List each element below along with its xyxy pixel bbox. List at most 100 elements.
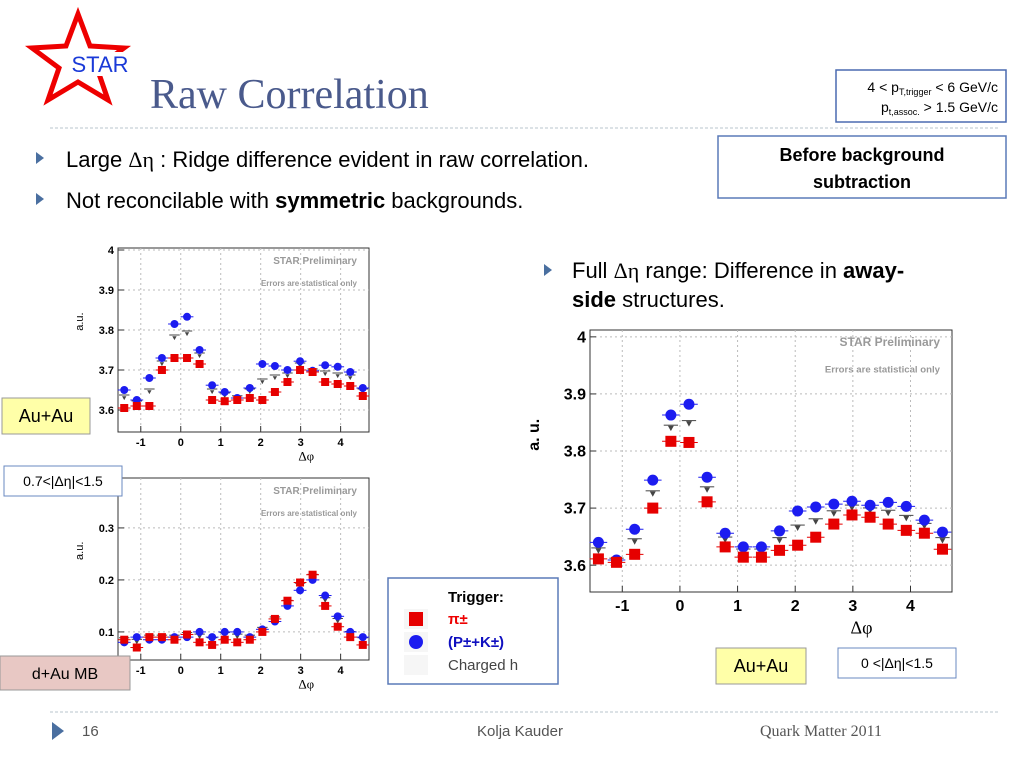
y-tick-label: 4 xyxy=(577,329,586,346)
label-box xyxy=(1,397,91,435)
kinematics-box xyxy=(835,69,1007,123)
k: p xyxy=(881,99,889,115)
point xyxy=(939,538,946,544)
point xyxy=(235,635,240,640)
kinematics-line: 4 < pT,trigger < 6 GeV/c xyxy=(867,79,998,97)
point xyxy=(903,515,910,522)
errors-note: Errors are statistical only xyxy=(261,279,358,288)
point xyxy=(296,357,305,366)
y-tick-label: 3.6 xyxy=(99,405,114,417)
point xyxy=(683,436,695,448)
point xyxy=(134,640,139,645)
logo-box xyxy=(62,52,136,76)
point xyxy=(335,374,340,379)
point xyxy=(145,633,154,642)
point xyxy=(258,627,267,636)
legend-label: π± xyxy=(448,611,468,628)
label: d+Au MB xyxy=(32,666,98,683)
point xyxy=(220,388,229,396)
y-tick-label: 0.2 xyxy=(99,575,114,587)
point xyxy=(792,539,804,551)
slide-title: Raw Correlation xyxy=(150,72,429,118)
point xyxy=(592,536,604,548)
y-tick-label: 3.8 xyxy=(564,444,586,461)
point xyxy=(147,390,152,395)
point xyxy=(667,425,674,432)
k-sub: T,trigger xyxy=(899,87,932,97)
point xyxy=(900,500,912,512)
bullet: Not reconcilable with symmetric backgrou… xyxy=(66,188,523,213)
label-box xyxy=(0,655,131,691)
point xyxy=(170,635,179,644)
point xyxy=(296,586,305,595)
point xyxy=(846,509,858,521)
point xyxy=(774,544,786,556)
x-tick-label: 3 xyxy=(298,437,304,449)
point xyxy=(283,596,292,605)
note: subtraction xyxy=(813,172,911,192)
footer-event: Quark Matter 2011 xyxy=(760,723,882,740)
point xyxy=(346,633,355,642)
point xyxy=(272,376,278,381)
y-axis-label: a.u. xyxy=(74,542,86,560)
point xyxy=(719,541,731,553)
b: : Ridge difference evident in raw correl… xyxy=(154,147,589,172)
point xyxy=(208,640,217,649)
point xyxy=(308,570,317,579)
x-tick-label: 1 xyxy=(218,437,224,449)
point xyxy=(296,578,305,587)
footer-author: Kolja Kauder xyxy=(477,723,563,740)
point xyxy=(220,627,229,636)
point xyxy=(629,548,641,560)
point xyxy=(132,643,141,652)
point xyxy=(335,619,340,624)
y-tick-label: 0.3 xyxy=(99,523,114,535)
bullet-icon xyxy=(36,193,44,205)
y-tick-label: 3.9 xyxy=(564,387,586,404)
point xyxy=(233,627,242,636)
label: 0 <|Δη|<1.5 xyxy=(861,655,933,671)
point xyxy=(321,361,330,370)
point xyxy=(170,320,179,328)
side-bullet: side structures. xyxy=(572,287,725,312)
point xyxy=(322,372,328,377)
point xyxy=(120,386,129,394)
b: away- xyxy=(843,258,904,283)
point xyxy=(346,382,355,390)
point xyxy=(774,525,786,537)
point xyxy=(172,336,177,341)
point xyxy=(722,537,729,544)
x-tick-label: 2 xyxy=(791,598,800,615)
point xyxy=(270,362,279,370)
y-tick-label: 3.7 xyxy=(564,501,586,518)
x-tick-label: 2 xyxy=(258,665,264,677)
bullet-icon xyxy=(36,152,44,164)
page-number: 16 xyxy=(82,723,99,740)
y-tick-label: 3.9 xyxy=(99,285,114,297)
point xyxy=(701,496,713,508)
point xyxy=(208,633,217,642)
point xyxy=(611,556,623,568)
y-axis-label: a.u. xyxy=(74,312,86,330)
x-tick-label: -1 xyxy=(136,437,146,449)
point xyxy=(737,541,749,553)
point xyxy=(794,525,801,532)
b: Full xyxy=(572,258,614,283)
b: range: Difference in xyxy=(639,258,843,283)
chart: -1 0 1 2 3 4 3.6 3.7 3.8 3.9 4 STAR Preliminary Erro… xyxy=(74,245,370,464)
x-tick-label: -1 xyxy=(615,598,629,615)
point xyxy=(719,527,731,539)
b: backgrounds. xyxy=(385,188,523,213)
x-tick-label: 4 xyxy=(338,437,345,449)
point xyxy=(132,402,141,410)
bullet: Large Δη : Ridge difference evident in r… xyxy=(66,147,589,172)
point xyxy=(145,402,154,410)
point xyxy=(792,505,804,517)
y-tick-label: 3.6 xyxy=(564,558,586,575)
point xyxy=(665,435,677,447)
b: Δη xyxy=(614,258,640,283)
point xyxy=(358,640,367,649)
point xyxy=(358,633,367,642)
b: symmetric xyxy=(275,188,385,213)
b: Large xyxy=(66,147,128,172)
